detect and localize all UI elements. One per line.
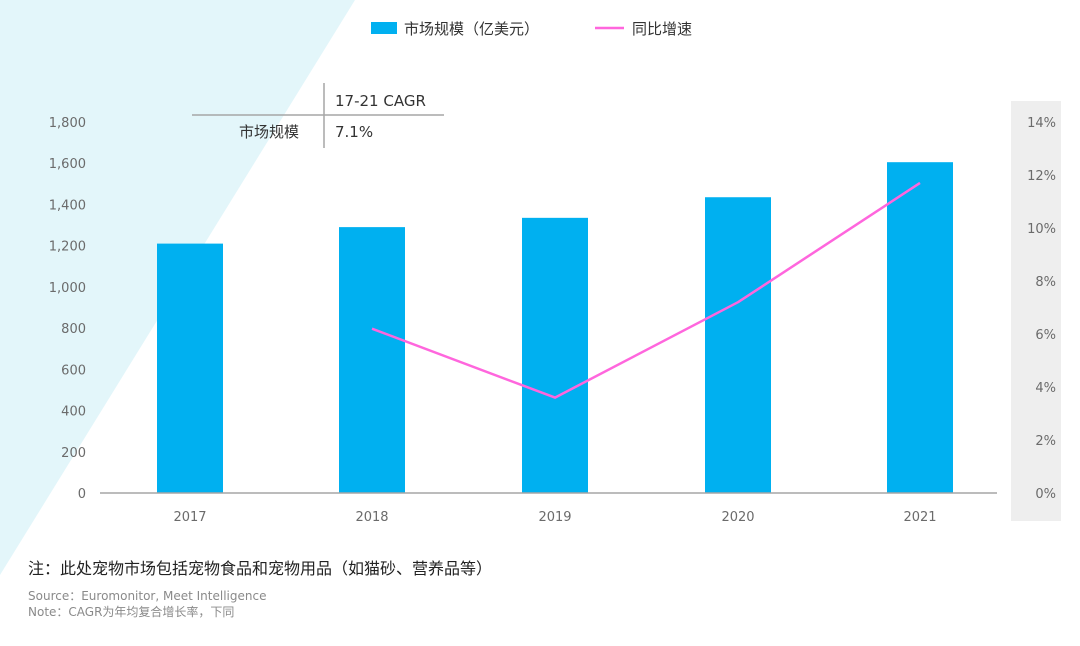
line-series	[371, 181, 921, 399]
left-tick-label: 1,800	[49, 116, 86, 131]
growth-rate-line	[371, 181, 921, 399]
bar-2020	[705, 197, 771, 493]
left-tick-label: 1,600	[49, 157, 86, 172]
bar-2017	[157, 243, 223, 493]
x-tick-label: 2017	[173, 510, 206, 525]
left-tick-label: 1,400	[49, 198, 86, 213]
x-tick-label: 2019	[538, 510, 571, 525]
cagr-header: 17-21 CAGR	[335, 92, 426, 110]
right-tick-label: 2%	[1035, 434, 1056, 449]
right-tick-label: 10%	[1027, 222, 1056, 237]
left-tick-label: 400	[61, 405, 86, 420]
left-tick-label: 1,200	[49, 240, 86, 255]
left-tick-label: 1,000	[49, 281, 86, 296]
x-axis: 2017 2018 2019 2020 2021	[173, 510, 936, 525]
x-tick-label: 2021	[903, 510, 936, 525]
right-tick-label: 14%	[1027, 116, 1056, 131]
bar-series	[157, 162, 953, 494]
left-tick-label: 600	[61, 363, 86, 378]
footer-source-note: Note：CAGR为年均复合增长率，下同	[28, 605, 235, 619]
cagr-row-value: 7.1%	[335, 123, 373, 141]
right-axis-background	[1011, 101, 1061, 521]
x-tick-label: 2020	[721, 510, 754, 525]
bar-2019	[522, 217, 588, 493]
right-tick-label: 4%	[1035, 381, 1056, 396]
right-axis: 0% 2% 4% 6% 8% 10% 12% 14%	[1027, 116, 1056, 502]
legend-bar-swatch	[371, 22, 397, 34]
legend-bar-label: 市场规模（亿美元）	[404, 20, 539, 38]
left-tick-label: 0	[78, 487, 86, 502]
bar-2018	[339, 227, 405, 493]
legend-line-label: 同比增速	[632, 20, 692, 38]
left-axis: 0 200 400 600 800 1,000 1,200 1,400 1,600 1,800	[49, 116, 86, 502]
legend: 市场规模（亿美元） 同比增速	[371, 20, 692, 38]
right-tick-label: 8%	[1035, 275, 1056, 290]
bar-2021	[887, 162, 953, 494]
footer-note: 注：此处宠物市场包括宠物食品和宠物用品（如猫砂、营养品等）	[28, 559, 493, 578]
right-tick-label: 12%	[1027, 169, 1056, 184]
cagr-table: 17-21 CAGR 市场规模 7.1%	[192, 83, 444, 148]
right-tick-label: 6%	[1035, 328, 1056, 343]
cagr-row-label: 市场规模	[239, 123, 299, 141]
left-tick-label: 200	[61, 446, 86, 461]
x-tick-label: 2018	[355, 510, 388, 525]
left-tick-label: 800	[61, 322, 86, 337]
footer-source: Source：Euromonitor, Meet Intelligence	[28, 589, 267, 603]
right-tick-label: 0%	[1035, 487, 1056, 502]
